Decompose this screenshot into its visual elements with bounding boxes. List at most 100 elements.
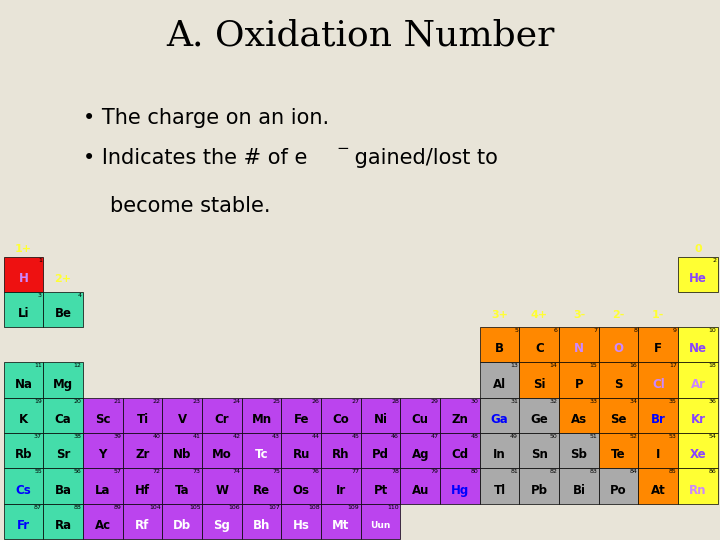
Text: 20: 20 [73, 399, 81, 404]
Text: 87: 87 [34, 505, 42, 510]
Bar [83, 504, 122, 539]
Text: K: K [19, 413, 28, 426]
Bar [400, 468, 440, 504]
Bar [519, 362, 559, 397]
Text: 2+: 2+ [55, 274, 71, 285]
Text: 36: 36 [708, 399, 716, 404]
Text: 6: 6 [554, 328, 558, 333]
Bar [400, 397, 440, 433]
Text: 35: 35 [669, 399, 677, 404]
Text: 105: 105 [189, 505, 201, 510]
Text: 80: 80 [471, 469, 478, 475]
Text: 104: 104 [149, 505, 161, 510]
Bar [43, 504, 83, 539]
Bar [639, 468, 678, 504]
Text: Tl: Tl [493, 484, 505, 497]
Bar [4, 504, 43, 539]
Text: As: As [571, 413, 587, 426]
Text: Fr: Fr [17, 519, 30, 532]
Text: Ge: Ge [531, 413, 548, 426]
Text: At: At [651, 484, 666, 497]
Bar [202, 397, 242, 433]
Bar [202, 468, 242, 504]
Text: 48: 48 [470, 434, 478, 439]
Text: H: H [19, 272, 28, 285]
Text: Se: Se [611, 413, 627, 426]
Text: Ti: Ti [136, 413, 148, 426]
Text: Cu: Cu [412, 413, 428, 426]
Bar [43, 397, 83, 433]
Text: 34: 34 [629, 399, 637, 404]
Text: Ta: Ta [175, 484, 189, 497]
Text: 47: 47 [431, 434, 438, 439]
Text: Ba: Ba [55, 484, 71, 497]
Bar [4, 292, 43, 327]
Text: 8: 8 [633, 328, 637, 333]
Bar [599, 327, 639, 362]
Text: 26: 26 [312, 399, 320, 404]
Bar [4, 433, 43, 468]
Bar [440, 468, 480, 504]
Text: 45: 45 [351, 434, 359, 439]
Bar [122, 468, 162, 504]
Text: Mo: Mo [212, 448, 232, 461]
Text: 18: 18 [708, 363, 716, 368]
Text: 4: 4 [78, 293, 81, 298]
Text: Ag: Ag [412, 448, 429, 461]
Text: 16: 16 [629, 363, 637, 368]
Bar [519, 468, 559, 504]
Bar [162, 468, 202, 504]
Bar [43, 433, 83, 468]
Bar [43, 468, 83, 504]
Text: Hf: Hf [135, 484, 150, 497]
Text: Ir: Ir [336, 484, 346, 497]
Text: 86: 86 [708, 469, 716, 475]
Text: Sc: Sc [95, 413, 111, 426]
Text: 50: 50 [550, 434, 558, 439]
Text: 4+: 4+ [531, 310, 548, 320]
Text: 106: 106 [229, 505, 240, 510]
Text: 1: 1 [38, 258, 42, 262]
Bar [83, 397, 122, 433]
Bar [639, 433, 678, 468]
Bar [122, 397, 162, 433]
Bar [678, 397, 718, 433]
Text: 39: 39 [113, 434, 121, 439]
Text: 1-: 1- [652, 310, 665, 320]
Bar [400, 433, 440, 468]
Text: • Indicates the # of e: • Indicates the # of e [83, 148, 307, 168]
Bar [321, 468, 361, 504]
Bar [678, 256, 718, 292]
Text: Y: Y [99, 448, 107, 461]
Text: 78: 78 [391, 469, 399, 475]
Text: 88: 88 [73, 505, 81, 510]
Text: 77: 77 [351, 469, 359, 475]
Bar [4, 468, 43, 504]
Text: 5: 5 [514, 328, 518, 333]
Text: Uun: Uun [370, 521, 391, 530]
Text: 72: 72 [153, 469, 161, 475]
Text: Rh: Rh [332, 448, 350, 461]
Text: P: P [575, 378, 583, 391]
Bar [599, 433, 639, 468]
Text: Zr: Zr [135, 448, 150, 461]
Bar [83, 433, 122, 468]
Text: 24: 24 [233, 399, 240, 404]
Text: 31: 31 [510, 399, 518, 404]
Text: 74: 74 [233, 469, 240, 475]
Text: Be: Be [55, 307, 71, 320]
Bar [242, 468, 282, 504]
Bar [599, 397, 639, 433]
Text: 75: 75 [272, 469, 280, 475]
Text: S: S [614, 378, 623, 391]
Text: Ac: Ac [95, 519, 111, 532]
Text: Rb: Rb [14, 448, 32, 461]
Bar [242, 397, 282, 433]
Text: 43: 43 [272, 434, 280, 439]
Text: 14: 14 [550, 363, 558, 368]
Bar [361, 397, 400, 433]
Bar [519, 433, 559, 468]
Bar [559, 468, 599, 504]
Text: Sb: Sb [570, 448, 588, 461]
Text: 42: 42 [233, 434, 240, 439]
